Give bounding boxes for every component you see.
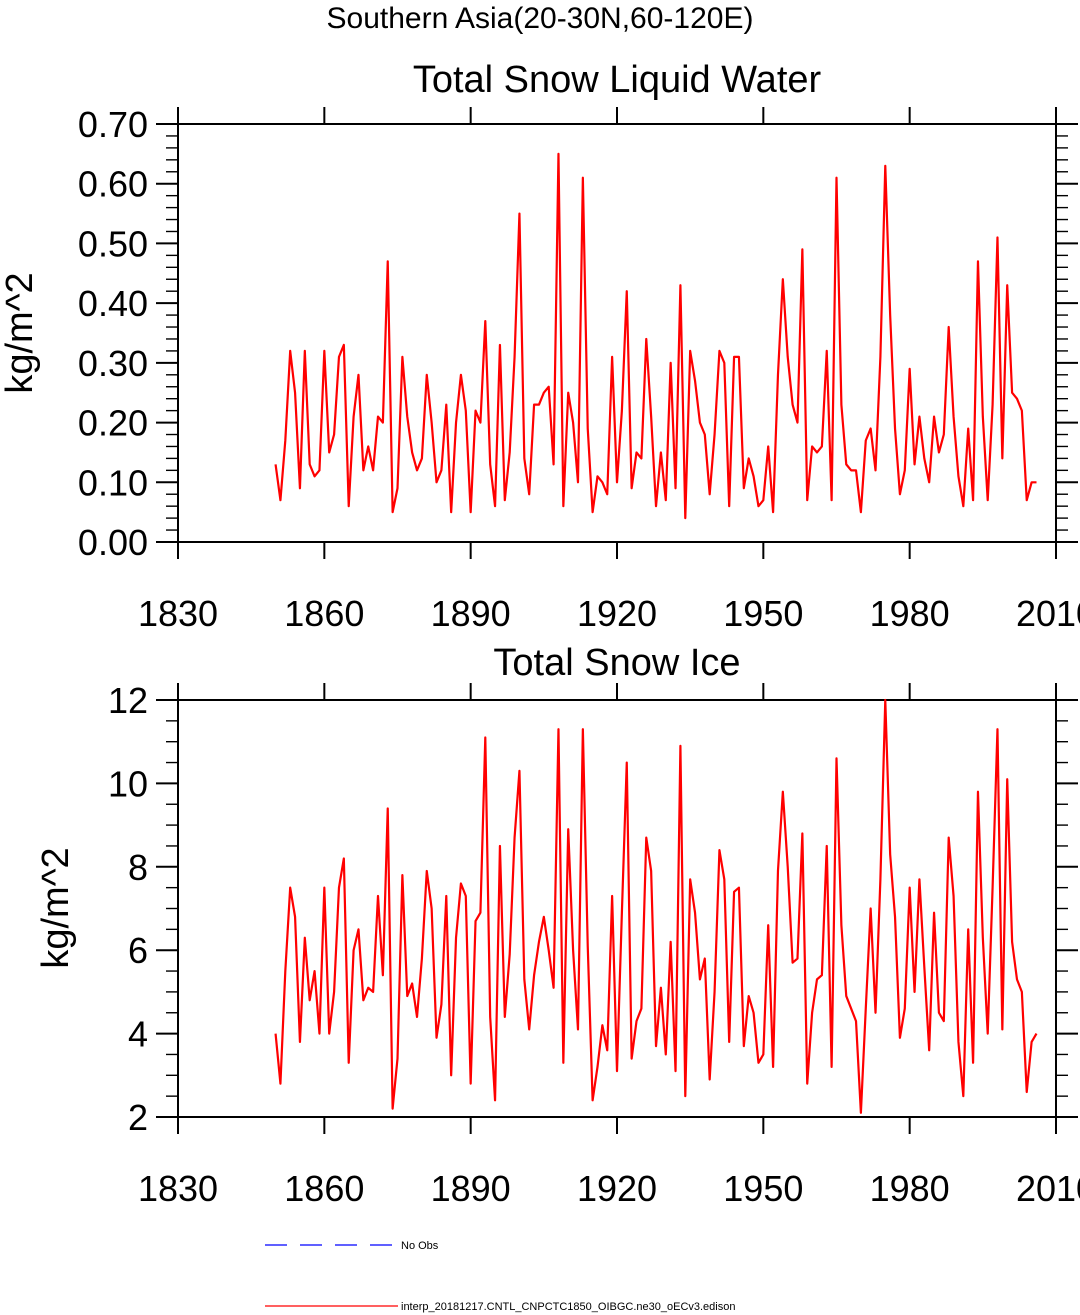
legend-label-no-obs: No Obs [401, 1240, 439, 1252]
y-tick-label: 2 [128, 1097, 148, 1138]
x-tick-label: 1920 [577, 593, 657, 634]
x-tick-label: 1890 [431, 1168, 511, 1209]
y-tick-labels: 2 4 6 8 10 12 [108, 680, 148, 1138]
plot-title: Total Snow Ice [493, 642, 740, 684]
y-tick-label: 12 [108, 680, 148, 721]
y-tick-labels: 0.00 0.10 0.20 0.30 0.40 0.50 0.60 0.70 [78, 104, 148, 563]
x-tick-label: 1890 [431, 593, 511, 634]
legend: No Obs interp_20181217.CNTL_CNPCTC1850_O… [265, 1240, 735, 1313]
tick-marks [156, 683, 1078, 1134]
x-tick-label: 1860 [284, 593, 364, 634]
y-tick-label: 0.30 [78, 343, 148, 384]
y-tick-label: 10 [108, 763, 148, 804]
x-tick-label: 1950 [723, 1168, 803, 1209]
y-tick-label: 4 [128, 1014, 148, 1055]
y-axis-label: kg/m^2 [35, 847, 77, 968]
y-tick-label: 0.70 [78, 104, 148, 145]
y-tick-label: 0.00 [78, 522, 148, 563]
x-tick-labels: 1830 1860 1890 1920 1950 1980 2010 [138, 1168, 1080, 1209]
y-tick-label: 0.40 [78, 283, 148, 324]
figure-title: Southern Asia(20-30N,60-120E) [327, 2, 754, 35]
x-tick-label: 1830 [138, 593, 218, 634]
y-tick-label: 0.20 [78, 403, 148, 444]
x-tick-label: 1830 [138, 1168, 218, 1209]
x-tick-label: 2010 [1016, 593, 1080, 634]
x-tick-labels: 1830 1860 1890 1920 1950 1980 2010 [138, 593, 1080, 634]
x-tick-label: 1860 [284, 1168, 364, 1209]
x-tick-label: 2010 [1016, 1168, 1080, 1209]
y-tick-label: 0.50 [78, 223, 148, 264]
y-tick-label: 8 [128, 847, 148, 888]
x-tick-label: 1920 [577, 1168, 657, 1209]
y-axis-label: kg/m^2 [0, 272, 41, 393]
plot-title: Total Snow Liquid Water [413, 59, 822, 101]
x-tick-label: 1980 [870, 1168, 950, 1209]
plot-snow-ice: Total Snow Ice 2 4 6 8 10 12 1830 1860 1890 1920… [35, 642, 1080, 1209]
series-line [274, 152, 1037, 520]
x-tick-label: 1950 [723, 593, 803, 634]
x-tick-label: 1980 [870, 593, 950, 634]
y-tick-label: 6 [128, 930, 148, 971]
legend-label-model: interp_20181217.CNTL_CNPCTC1850_OIBGC.ne… [401, 1301, 735, 1313]
tick-marks [156, 107, 1078, 559]
series-line [274, 698, 1038, 1114]
y-tick-label: 0.60 [78, 164, 148, 205]
y-tick-label: 0.10 [78, 462, 148, 503]
plot-liquid-water: Total Snow Liquid Water 0.00 0.10 0.20 0.30… [0, 59, 1080, 634]
